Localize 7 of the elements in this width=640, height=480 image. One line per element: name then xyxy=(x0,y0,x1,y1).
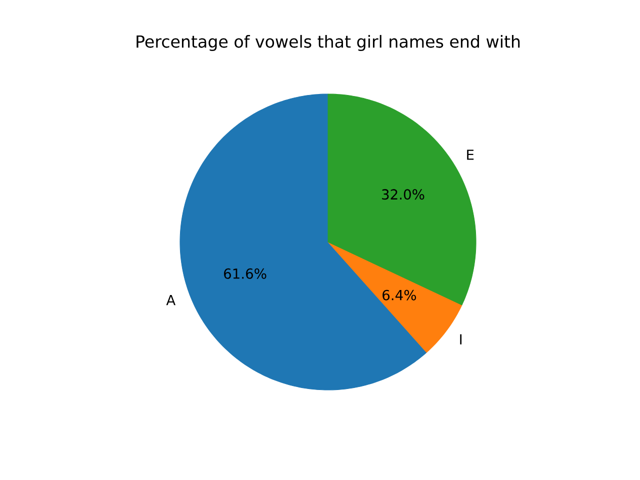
data-label: 6.4% xyxy=(382,290,416,300)
slice-label: I xyxy=(460,334,462,344)
data-label: 61.6% xyxy=(224,268,266,279)
chart-title: Percentage of vowels that girl names end with xyxy=(136,34,520,52)
slice-label: A xyxy=(166,294,176,306)
slice-label: E xyxy=(467,150,474,160)
data-label: 32.0% xyxy=(382,189,424,200)
